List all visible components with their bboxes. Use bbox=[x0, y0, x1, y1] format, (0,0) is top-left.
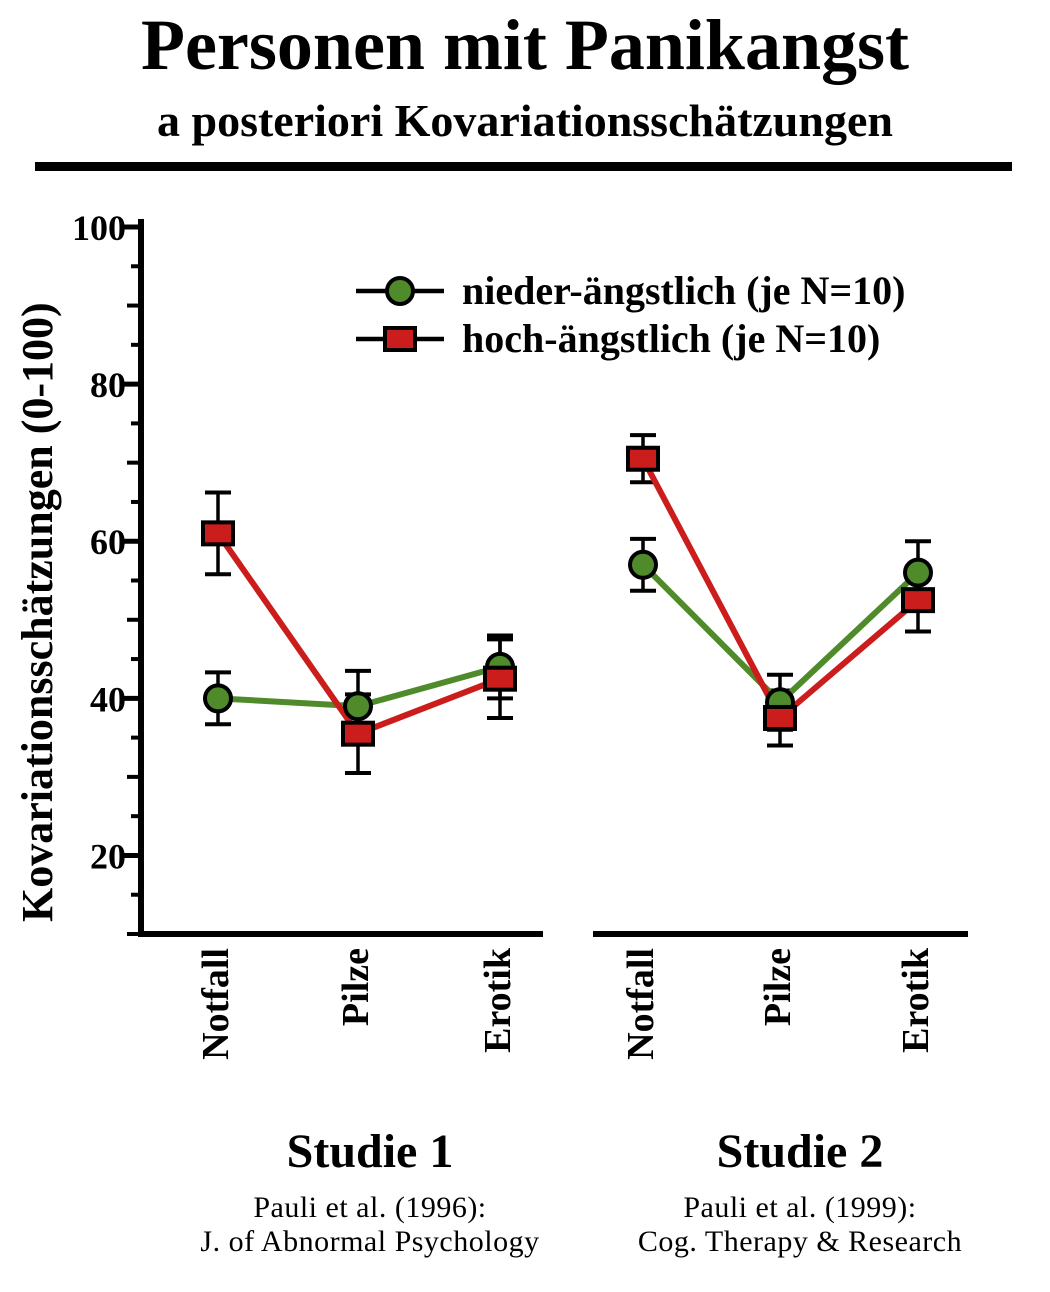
panel-1-source-line1: Pauli et al. (1996): bbox=[253, 1191, 487, 1224]
y-tick-label: 20 bbox=[90, 836, 126, 876]
data-point-hoch bbox=[201, 520, 235, 547]
data-point-hoch bbox=[341, 720, 375, 747]
legend-label-hoch: hoch-ängstlich (je N=10) bbox=[462, 316, 881, 361]
figure-subtitle: a posteriori Kovariationsschätzungen bbox=[157, 95, 893, 146]
data-point-nieder bbox=[203, 683, 233, 714]
panel-2-caption: Studie 2 Pauli et al. (1999): Cog. Thera… bbox=[638, 1124, 962, 1259]
legend: nieder-ängstlich (je N=10) hoch-ängstlic… bbox=[352, 268, 905, 364]
y-tick-label: 80 bbox=[90, 365, 126, 405]
panel-2-title: Studie 2 bbox=[716, 1125, 884, 1178]
panel-2-source-line1: Pauli et al. (1999): bbox=[683, 1191, 917, 1224]
x-tick-label: Pilze bbox=[335, 948, 377, 1026]
title-divider bbox=[35, 162, 1012, 171]
data-point-nieder bbox=[628, 549, 658, 580]
y-tick-label: 40 bbox=[90, 679, 126, 719]
legend-item-nieder: nieder-ängstlich (je N=10) bbox=[352, 268, 905, 314]
x-tick-label: Notfall bbox=[195, 948, 237, 1060]
legend-label-nieder: nieder-ängstlich (je N=10) bbox=[462, 268, 906, 313]
legend-square-marker-icon bbox=[356, 326, 444, 352]
panel-1-title: Studie 1 bbox=[286, 1125, 454, 1178]
panel-2-source-line2: Cog. Therapy & Research bbox=[637, 1225, 963, 1258]
x-tick-label: Erotik bbox=[477, 947, 519, 1053]
figure-title: Personen mit Panikangst bbox=[140, 5, 910, 85]
data-point-hoch bbox=[763, 704, 797, 731]
data-point-nieder bbox=[903, 557, 933, 588]
data-point-hoch bbox=[901, 587, 935, 614]
legend-item-hoch: hoch-ängstlich (je N=10) bbox=[352, 316, 905, 362]
legend-circle-marker-icon bbox=[356, 276, 444, 306]
y-tick-label: 60 bbox=[90, 522, 126, 562]
x-tick-label: Pilze bbox=[757, 948, 799, 1026]
y-tick-label: 100 bbox=[72, 208, 126, 248]
x-tick-label: Notfall bbox=[620, 948, 662, 1060]
panel-1-caption: Studie 1 Pauli et al. (1996): J. of Abno… bbox=[200, 1124, 539, 1259]
data-point-hoch bbox=[483, 665, 517, 692]
data-point-nieder bbox=[343, 691, 373, 722]
x-tick-label: Erotik bbox=[895, 947, 937, 1053]
data-point-hoch bbox=[626, 445, 660, 472]
panel-1-source-line2: J. of Abnormal Psychology bbox=[200, 1225, 540, 1258]
